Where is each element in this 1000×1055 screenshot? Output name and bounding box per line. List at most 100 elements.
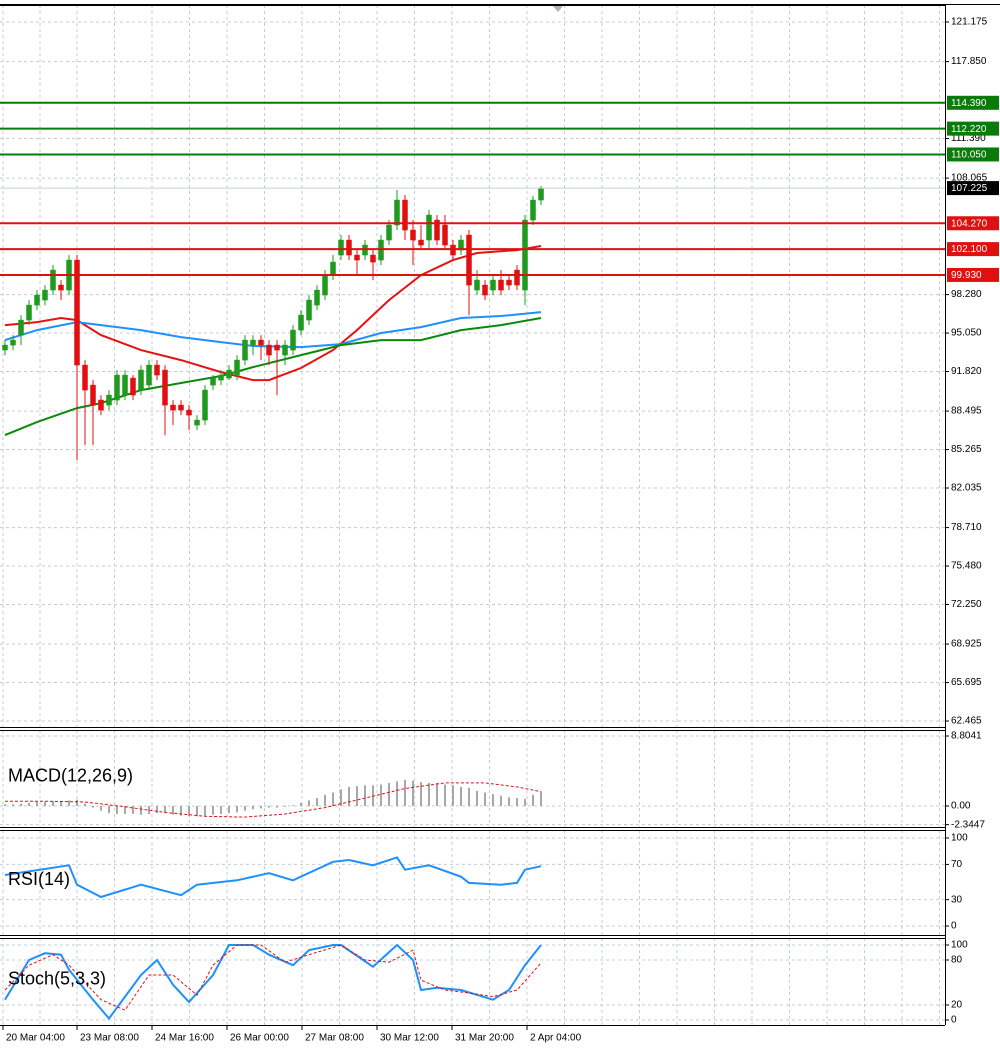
y-tick-label: 8.8041 — [951, 731, 982, 742]
y-tick-label: 117.850 — [951, 56, 987, 67]
y-tick-label: 0 — [951, 1015, 957, 1026]
y-tick-label: 100 — [951, 833, 968, 844]
candle-body — [154, 364, 160, 376]
candle-body — [202, 389, 208, 421]
candle-body — [418, 239, 424, 246]
y-tick-label: 75.480 — [951, 561, 982, 572]
y-tick-label: 62.465 — [951, 716, 982, 727]
candle-body — [282, 344, 288, 356]
y-tick-label: 111.390 — [951, 133, 986, 144]
candle-body — [90, 384, 96, 406]
candle-body — [194, 419, 200, 426]
panel-title: Stoch(5,3,3) — [8, 969, 106, 989]
candle-body — [410, 229, 416, 241]
y-tick-label: -2.3447 — [951, 819, 985, 830]
y-tick-label: 108.065 — [951, 173, 988, 184]
level-label-box — [947, 216, 999, 231]
level-label-box — [947, 267, 999, 282]
candle-body — [26, 304, 32, 321]
y-tick-label: 82.035 — [951, 483, 982, 494]
y-tick-label: 20 — [951, 1000, 963, 1011]
candle-body — [242, 339, 248, 361]
candle-body — [74, 259, 80, 366]
level-label: 99.930 — [951, 270, 982, 281]
line-series — [4, 856, 542, 899]
candle-body — [234, 359, 240, 376]
candle-body — [322, 274, 328, 296]
candle-body — [178, 404, 184, 411]
x-tick-label: 2 Apr 04:00 — [530, 1033, 582, 1044]
candle-body — [250, 339, 256, 346]
candle-body — [42, 289, 48, 301]
candle-body — [538, 187, 544, 201]
candle-body — [258, 339, 264, 346]
y-tick-label: 0 — [951, 921, 957, 932]
line-series — [4, 944, 542, 1011]
x-tick-label: 24 Mar 16:00 — [155, 1033, 214, 1044]
y-tick-label: 88.495 — [951, 406, 982, 417]
candle-body — [346, 239, 352, 256]
line-series — [5, 782, 542, 818]
candle-body — [58, 284, 64, 291]
level-label-box — [947, 121, 999, 136]
level-label-box — [947, 147, 999, 162]
y-tick-label: 98.280 — [951, 289, 982, 300]
candle-body — [482, 284, 488, 296]
candle-body — [530, 199, 536, 221]
candle-body — [218, 374, 224, 381]
candle-body — [314, 289, 320, 306]
candle-body — [394, 199, 400, 226]
line-series — [4, 943, 542, 1021]
level-label-box — [947, 242, 999, 257]
candle-body — [162, 369, 168, 406]
candle-body — [274, 344, 280, 351]
candle-body — [18, 319, 24, 336]
candle-body — [506, 279, 512, 286]
y-tick-label: 65.695 — [951, 677, 982, 688]
x-tick-label: 30 Mar 12:00 — [380, 1033, 439, 1044]
current-price-label: 107.225 — [951, 183, 988, 194]
y-tick-label: 95.050 — [951, 328, 982, 339]
candle-body — [498, 279, 504, 291]
candle-body — [50, 269, 56, 291]
candle-body — [442, 224, 448, 246]
x-tick-label: 27 Mar 08:00 — [305, 1033, 364, 1044]
candle-body — [514, 269, 520, 286]
y-tick-label: 91.820 — [951, 366, 982, 377]
candle-body — [354, 254, 360, 261]
candle-body — [130, 377, 136, 396]
candle-body — [34, 294, 40, 306]
y-tick-label: 30 — [951, 894, 963, 905]
x-tick-label: 31 Mar 20:00 — [455, 1033, 514, 1044]
candle-body — [306, 299, 312, 321]
candle-body — [490, 279, 496, 291]
candle-body — [114, 374, 120, 401]
candle-body — [2, 344, 8, 351]
candle-body — [106, 394, 112, 406]
panel-title: MACD(12,26,9) — [8, 765, 133, 785]
candle-body — [122, 374, 128, 396]
y-tick-label: 85.265 — [951, 444, 982, 455]
candle-body — [370, 254, 376, 263]
candle-body — [146, 364, 152, 386]
candle-body — [210, 377, 216, 386]
level-label-box — [947, 95, 999, 110]
candle-body — [426, 214, 432, 241]
current-price-box — [947, 181, 999, 196]
y-tick-label: 121.175 — [951, 17, 988, 28]
candle-body — [170, 404, 176, 411]
candle-body — [330, 261, 336, 276]
candle-body — [474, 279, 480, 291]
y-tick-label: 0.00 — [951, 801, 971, 812]
x-tick-label: 23 Mar 08:00 — [80, 1033, 139, 1044]
x-tick-label: 26 Mar 00:00 — [230, 1033, 289, 1044]
candle-body — [186, 409, 192, 416]
candle-body — [98, 399, 104, 411]
candle-body — [466, 234, 472, 286]
x-tick-label: 20 Mar 04:00 — [6, 1033, 65, 1044]
candle-body — [402, 199, 408, 231]
candle-body — [266, 344, 272, 356]
